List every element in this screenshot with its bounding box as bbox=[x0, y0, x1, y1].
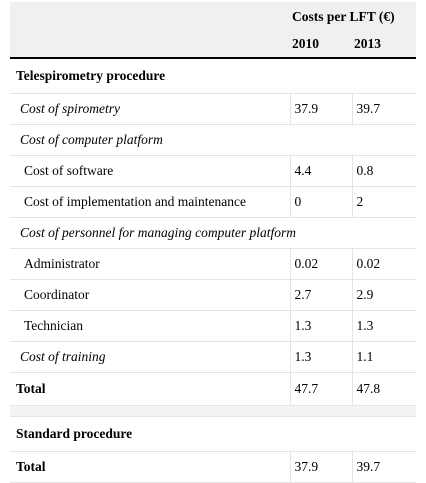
value-2010: 0.02 bbox=[289, 248, 352, 280]
row-label: Coordinator bbox=[10, 279, 290, 311]
year-header-2010: 2010 bbox=[290, 31, 352, 59]
year-header-2013: 2013 bbox=[352, 31, 417, 59]
row-label: Cost of software bbox=[10, 155, 290, 187]
value-2010: 4.4 bbox=[289, 155, 352, 187]
section-heading: Telespirometry procedure bbox=[10, 58, 417, 94]
table-row: Cost of implementation and maintenance 0… bbox=[10, 186, 417, 218]
row-label: Administrator bbox=[10, 248, 290, 280]
table-row: Cost of training 1.3 1.1 bbox=[10, 341, 417, 373]
value-2010: 1.3 bbox=[289, 310, 352, 342]
cost-table: Costs per LFT (€) 2010 2013 Telespiromet… bbox=[10, 2, 417, 483]
spacer-row bbox=[10, 405, 417, 417]
group-label: Cost of personnel for managing computer … bbox=[10, 217, 417, 249]
table-row-total: Total 47.7 47.8 bbox=[10, 372, 417, 406]
table-row-telespirometry: Telespirometry procedure bbox=[10, 58, 417, 94]
table-row-group: Cost of personnel for managing computer … bbox=[10, 217, 417, 249]
total-label: Total bbox=[10, 372, 290, 406]
value-2013: 1.1 bbox=[351, 341, 417, 373]
value-2013: 2 bbox=[351, 186, 417, 218]
value-2010: 0 bbox=[289, 186, 352, 218]
header-row-group: Costs per LFT (€) bbox=[10, 2, 417, 31]
row-label: Cost of implementation and maintenance bbox=[10, 186, 290, 218]
section-heading: Standard procedure bbox=[10, 416, 417, 452]
value-2013: 1.3 bbox=[351, 310, 417, 342]
table-row-group: Cost of computer platform bbox=[10, 124, 417, 156]
value-2013: 0.02 bbox=[351, 248, 417, 280]
row-label: Technician bbox=[10, 310, 290, 342]
value-2013: 2.9 bbox=[351, 279, 417, 311]
row-label: Cost of training bbox=[10, 341, 290, 373]
table-row: Cost of spirometry 37.9 39.7 bbox=[10, 93, 417, 125]
table-row-total: Total 37.9 39.7 bbox=[10, 451, 417, 483]
value-2013: 39.7 bbox=[351, 93, 417, 125]
total-2013: 39.7 bbox=[351, 451, 417, 483]
value-2010: 2.7 bbox=[289, 279, 352, 311]
row-label: Cost of spirometry bbox=[10, 93, 290, 125]
table-row: Coordinator 2.7 2.9 bbox=[10, 279, 417, 311]
table-row: Technician 1.3 1.3 bbox=[10, 310, 417, 342]
table-row: Cost of software 4.4 0.8 bbox=[10, 155, 417, 187]
group-label: Cost of computer platform bbox=[10, 124, 417, 156]
header-row-years: 2010 2013 bbox=[10, 31, 417, 59]
total-2010: 47.7 bbox=[289, 372, 352, 406]
value-2010: 1.3 bbox=[289, 341, 352, 373]
table-row: Administrator 0.02 0.02 bbox=[10, 248, 417, 280]
value-2013: 0.8 bbox=[351, 155, 417, 187]
costs-group-header: Costs per LFT (€) bbox=[290, 2, 417, 31]
total-label: Total bbox=[10, 451, 290, 483]
value-2010: 37.9 bbox=[289, 93, 352, 125]
total-2013: 47.8 bbox=[351, 372, 417, 406]
table-row-standard: Standard procedure bbox=[10, 416, 417, 452]
header-empty-cell bbox=[10, 31, 290, 59]
spacer-cell bbox=[10, 405, 417, 417]
header-empty-cell bbox=[10, 2, 290, 31]
total-2010: 37.9 bbox=[289, 451, 352, 483]
